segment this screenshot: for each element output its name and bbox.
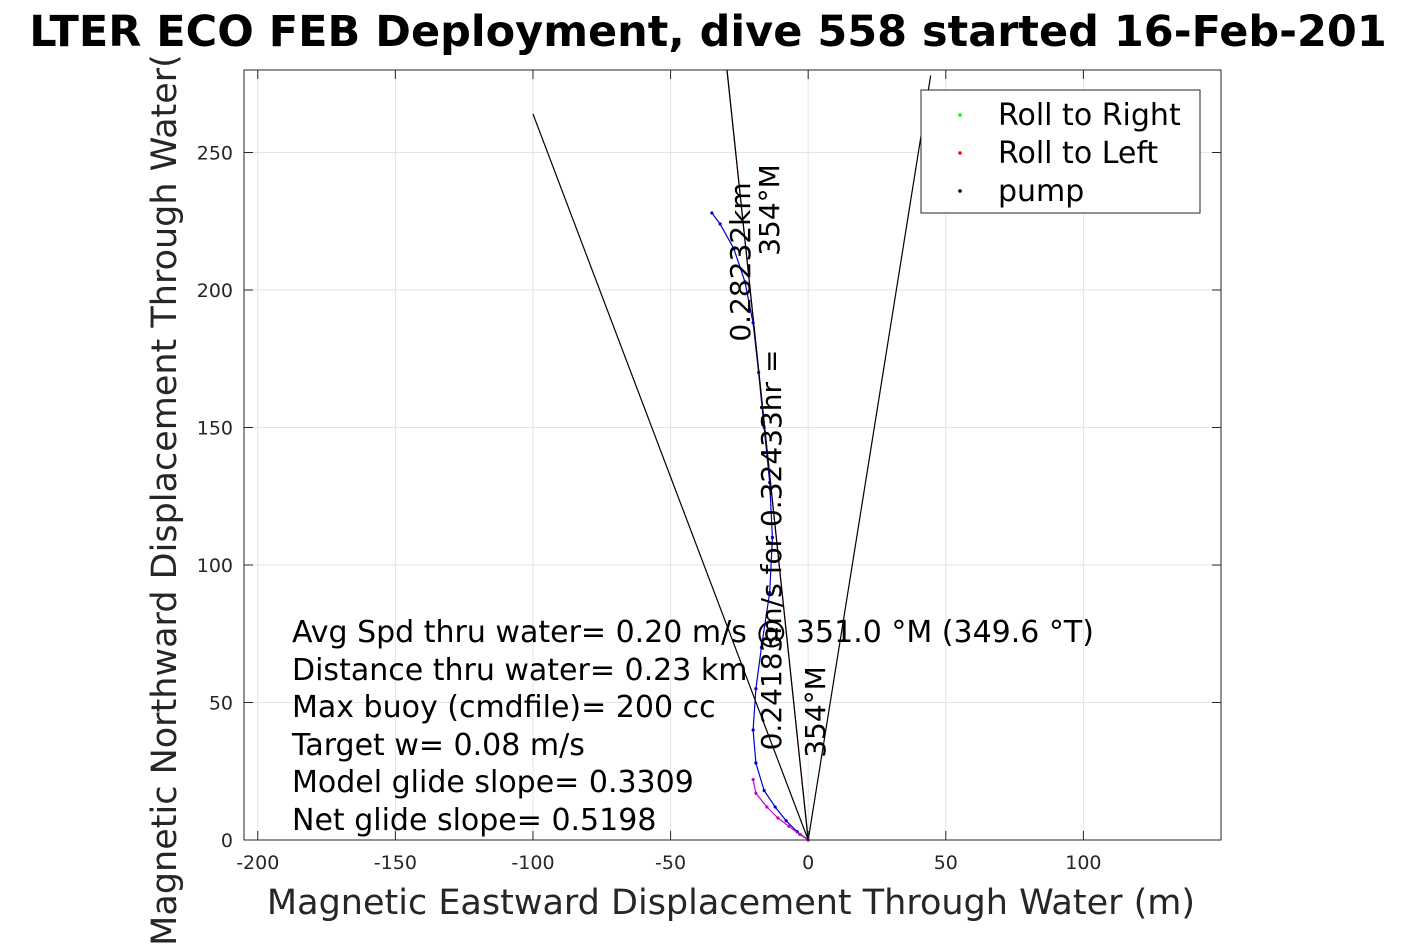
series-point-0 — [768, 590, 772, 595]
stat-avg-speed: Avg Spd thru water= 0.20 m/s @ 351.0 °M … — [292, 615, 1094, 650]
series-point-0 — [770, 535, 775, 540]
y-tick-label: 100 — [197, 555, 233, 577]
y-axis-label: Magnetic Northward Displacement Through … — [145, 54, 185, 945]
stat-model-glide-slope: Model glide slope= 0.3309 — [292, 765, 694, 800]
series-line-4 — [807, 75, 932, 841]
plot-frame — [243, 69, 1222, 841]
series-point-0 — [718, 222, 722, 226]
series-point-1 — [798, 832, 802, 837]
y-tick-label: 150 — [197, 418, 233, 440]
y-tick-label: 250 — [197, 143, 233, 165]
y-tick-label: 0 — [221, 830, 233, 852]
series-point-1 — [776, 816, 780, 820]
series-point-1 — [751, 777, 755, 782]
x-tick-label: -150 — [374, 852, 417, 874]
legend-label-roll-left: Roll to Left — [998, 136, 1158, 171]
y-tick-label: 200 — [197, 280, 233, 302]
heading-labels: 0.28232km 354°M 0.24183m/s for 0.32433hr… — [724, 164, 832, 758]
x-axis-label: Magnetic Eastward Displacement Through W… — [267, 883, 1195, 923]
x-tick-label: 100 — [1065, 852, 1101, 874]
stat-target-w: Target w= 0.08 m/s — [291, 728, 585, 763]
legend-marker-pump — [958, 189, 962, 193]
series-point-1 — [787, 824, 791, 828]
legend-marker-roll-left — [958, 151, 962, 155]
legend-label-pump: pump — [998, 174, 1084, 209]
series-point-0 — [784, 819, 788, 823]
series-point-0 — [762, 788, 766, 793]
series-point-0 — [743, 280, 747, 284]
series-point-0 — [732, 247, 736, 251]
x-tick-label: -100 — [511, 852, 554, 874]
stats-annotation: Avg Spd thru water= 0.20 m/s @ 351.0 °M … — [291, 615, 1094, 838]
legend-box — [920, 89, 1201, 214]
heading-label-upper-line2: 354°M — [753, 164, 786, 256]
series-line-5 — [726, 69, 809, 841]
series-point-0 — [710, 211, 714, 215]
heading-label-lower-line1: 0.24183m/s for 0.32433hr = — [755, 350, 788, 751]
chart-title: LTER ECO FEB Deployment, dive 558 starte… — [29, 7, 1387, 57]
data-layer — [532, 69, 932, 842]
x-tick-label: -50 — [655, 852, 686, 874]
x-tick-label: 0 — [802, 852, 814, 874]
series-point-0 — [759, 645, 763, 650]
series-point-0 — [754, 687, 758, 691]
series-point-0 — [773, 805, 777, 809]
series-point-0 — [751, 728, 755, 732]
y-tick-label: 50 — [209, 693, 233, 715]
axis-ticks: -200 -150 -100 -50 0 50 100 0 50 100 150 200 250 — [197, 70, 1221, 874]
stat-net-glide-slope: Net glide slope= 0.5198 — [292, 803, 656, 838]
stat-distance: Distance thru water= 0.23 km — [292, 653, 747, 688]
heading-label-upper-line1: 0.28232km — [724, 182, 757, 341]
series-line-3 — [532, 113, 809, 841]
legend-label-roll-right: Roll to Right — [998, 98, 1181, 133]
series-point-1 — [765, 805, 769, 809]
stat-max-buoy: Max buoy (cmdfile)= 200 cc — [292, 690, 716, 725]
x-tick-label: 50 — [934, 852, 958, 874]
legend: Roll to Right Roll to Left pump — [920, 89, 1201, 214]
series-point-1 — [754, 791, 758, 795]
heading-label-lower-line2: 354°M — [799, 666, 832, 758]
x-tick-label: -200 — [236, 852, 279, 874]
legend-marker-roll-right — [958, 113, 962, 117]
series-point-0 — [754, 761, 758, 765]
